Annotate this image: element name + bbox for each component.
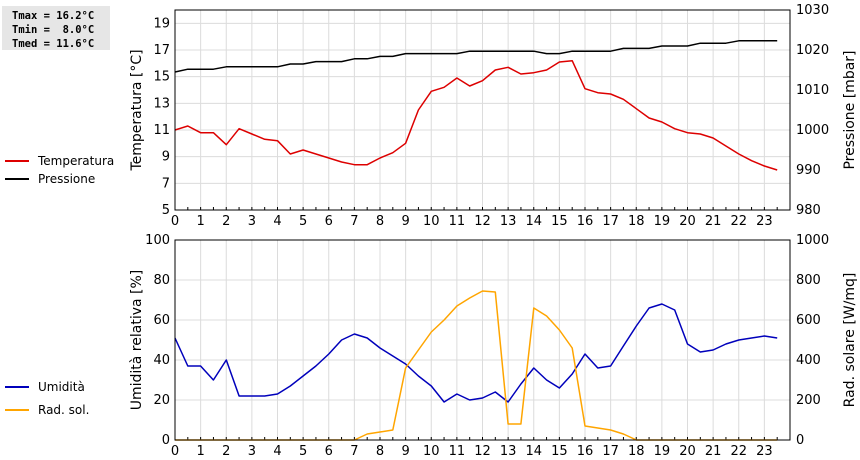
plot-frame xyxy=(174,9,791,211)
x-tick-label: 8 xyxy=(376,444,384,459)
x-tick-label: 13 xyxy=(500,444,517,459)
x-tick-label: 0 xyxy=(171,444,179,459)
x-tick-label: 23 xyxy=(756,214,773,229)
x-tick-label: 3 xyxy=(248,444,256,459)
x-tick-label: 1 xyxy=(196,214,204,229)
x-tick-label: 18 xyxy=(628,214,645,229)
x-tick-label: 20 xyxy=(679,444,696,459)
y-left-tick-label: 5 xyxy=(162,203,170,218)
y-right-tick-label: 200 xyxy=(796,393,821,408)
x-tick-label: 17 xyxy=(602,214,619,229)
x-tick-label: 2 xyxy=(222,444,230,459)
tmed-text: Tmed = 11.6°C xyxy=(12,38,95,50)
series-line-radiation xyxy=(175,290,778,441)
x-tick-label: 20 xyxy=(679,214,696,229)
y-left-tick-label: 19 xyxy=(153,16,170,31)
y-left-tick-label: 60 xyxy=(153,313,170,328)
y-left-tick-label: 13 xyxy=(153,96,170,111)
x-tick-label: 12 xyxy=(474,444,491,459)
y-left-tick-label: 11 xyxy=(153,123,170,138)
x-tick-label: 7 xyxy=(350,214,358,229)
x-tick-label: 11 xyxy=(449,444,466,459)
y-right-tick-label: 980 xyxy=(796,203,821,218)
x-tick-label: 21 xyxy=(705,444,722,459)
stats-box: Tmax = 16.2°C Tmin = 8.0°C Tmed = 11.6°C xyxy=(2,6,110,50)
series-line-temperature xyxy=(174,59,778,171)
x-tick-label: 6 xyxy=(325,214,333,229)
y-right-tick-label: 400 xyxy=(796,353,821,368)
plot-frame xyxy=(174,239,791,441)
x-tick-label: 5 xyxy=(299,214,307,229)
legend-label-radiation: Rad. sol. xyxy=(38,403,89,417)
tmax-text: Tmax = 16.2°C xyxy=(12,10,95,22)
x-tick-label: 1 xyxy=(196,444,204,459)
x-tick-label: 11 xyxy=(449,214,466,229)
x-tick-label: 13 xyxy=(500,214,517,229)
x-tick-label: 21 xyxy=(705,214,722,229)
tmin-text: Tmin = 8.0°C xyxy=(12,24,95,36)
x-tick-label: 19 xyxy=(654,444,671,459)
y-right-axis-title: Rad. solare [W/mq] xyxy=(842,273,858,408)
x-tick-label: 2 xyxy=(222,214,230,229)
x-tick-label: 3 xyxy=(248,214,256,229)
x-tick-label: 7 xyxy=(350,444,358,459)
y-right-tick-label: 1010 xyxy=(796,83,829,98)
y-right-axis-title: Pressione [mbar] xyxy=(842,50,858,169)
y-right-tick-label: 1030 xyxy=(796,3,829,18)
y-left-tick-label: 20 xyxy=(153,393,170,408)
y-left-tick-label: 100 xyxy=(145,233,170,248)
y-right-tick-label: 1020 xyxy=(796,43,829,58)
y-right-tick-label: 1000 xyxy=(796,233,829,248)
y-left-tick-label: 7 xyxy=(162,176,170,191)
series-line-pressure xyxy=(174,40,778,73)
x-tick-label: 0 xyxy=(171,214,179,229)
y-left-tick-label: 40 xyxy=(153,353,170,368)
x-tick-label: 4 xyxy=(273,214,281,229)
y-left-tick-label: 9 xyxy=(162,150,170,165)
x-tick-label: 14 xyxy=(525,214,542,229)
y-left-tick-label: 17 xyxy=(153,43,170,58)
x-tick-label: 18 xyxy=(628,444,645,459)
y-left-tick-label: 0 xyxy=(162,433,170,448)
y-right-tick-label: 600 xyxy=(796,313,821,328)
x-tick-label: 22 xyxy=(730,444,747,459)
x-tick-label: 9 xyxy=(401,214,409,229)
x-tick-label: 14 xyxy=(525,444,542,459)
x-tick-label: 10 xyxy=(423,444,440,459)
x-tick-label: 16 xyxy=(577,214,594,229)
x-tick-label: 22 xyxy=(730,214,747,229)
y-left-axis-title: Umidità relativa [%] xyxy=(129,270,145,411)
y-left-axis-title: Temperatura [°C] xyxy=(129,49,145,171)
x-tick-label: 9 xyxy=(401,444,409,459)
x-tick-label: 10 xyxy=(423,214,440,229)
y-right-tick-label: 1000 xyxy=(796,123,829,138)
x-tick-label: 23 xyxy=(756,444,773,459)
y-right-tick-label: 0 xyxy=(796,433,804,448)
x-tick-label: 19 xyxy=(654,214,671,229)
y-left-tick-label: 80 xyxy=(153,273,170,288)
legend-label-pressure: Pressione xyxy=(38,172,95,186)
x-tick-label: 8 xyxy=(376,214,384,229)
x-tick-label: 15 xyxy=(551,214,568,229)
legend-label-humidity: Umidità xyxy=(38,380,85,394)
x-tick-label: 6 xyxy=(325,444,333,459)
x-tick-label: 15 xyxy=(551,444,568,459)
x-tick-label: 17 xyxy=(602,444,619,459)
x-tick-label: 4 xyxy=(273,444,281,459)
x-tick-label: 16 xyxy=(577,444,594,459)
x-tick-label: 12 xyxy=(474,214,491,229)
legend-label-temperature: Temperatura xyxy=(37,154,114,168)
y-right-tick-label: 800 xyxy=(796,273,821,288)
y-right-tick-label: 990 xyxy=(796,163,821,178)
y-left-tick-label: 15 xyxy=(153,70,170,85)
series-line-humidity xyxy=(174,303,778,403)
x-tick-label: 5 xyxy=(299,444,307,459)
